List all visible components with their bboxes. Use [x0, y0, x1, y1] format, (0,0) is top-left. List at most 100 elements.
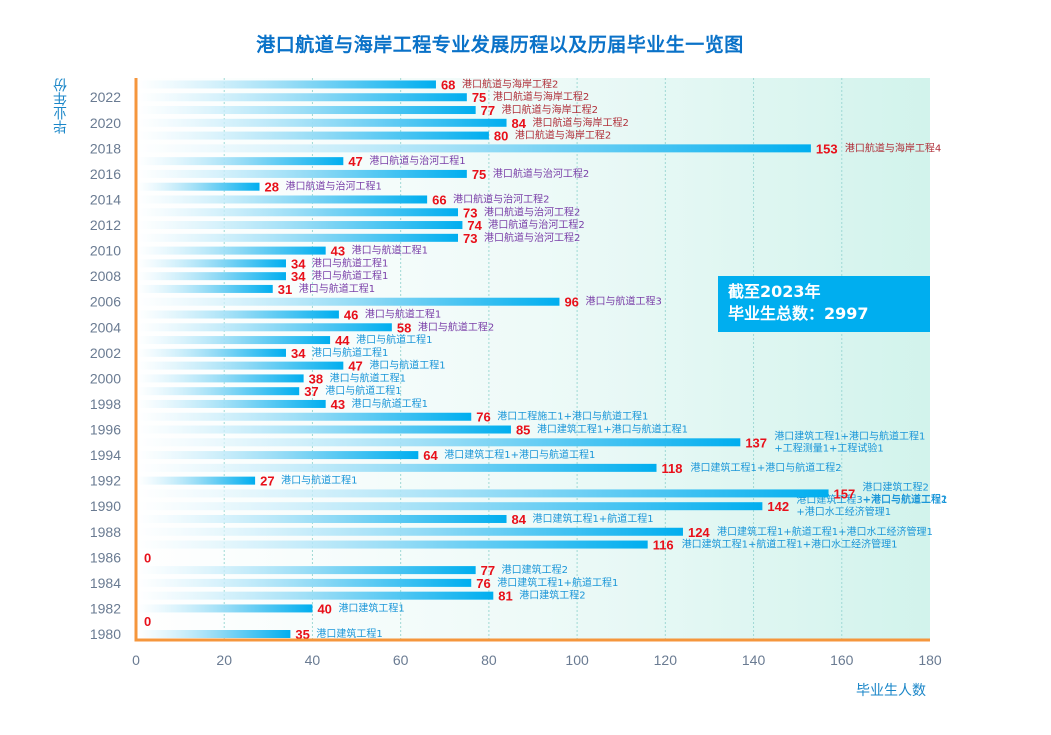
bar	[138, 502, 763, 511]
bar	[138, 348, 286, 357]
total-graduates-annotation: 截至2023年 毕业生总数：2997	[718, 276, 930, 332]
bar-group-2022: 75 港口航道与海岸工程2	[138, 90, 589, 105]
bar	[138, 527, 683, 536]
bar-group-2016: 75 港口航道与治河工程2	[138, 167, 589, 182]
bar-group-1995: 137 港口建筑工程1+港口与航道工程1+工程测量1+工程试验1	[138, 429, 925, 454]
value-label: 46	[344, 308, 358, 323]
bar-group-2018: 153 港口航道与海岸工程4	[138, 141, 941, 156]
bar-group-2002: 34 港口与航道工程1	[138, 346, 388, 361]
y-tick-label: 2010	[90, 243, 121, 259]
bar-group-1982: 40 港口建筑工程1	[138, 601, 405, 616]
value-label: 76	[476, 576, 490, 591]
category-label: 港口建筑工程1+港口与航道工程1	[537, 423, 688, 436]
annotation-line-2: 毕业生总数：2997	[728, 304, 869, 323]
bar	[138, 476, 256, 485]
bar	[138, 412, 472, 421]
y-tick-label: 1982	[90, 600, 121, 616]
bar-group-1981: 0	[144, 614, 151, 629]
bar-group-2008: 34 港口与航道工程1	[138, 269, 388, 284]
value-label: 77	[481, 103, 495, 118]
bar-group-1992: 27 港口与航道工程1	[138, 474, 357, 489]
bar-group-2023: 68 港口航道与海岸工程2	[138, 77, 558, 92]
value-label: 118	[662, 461, 683, 476]
bar	[138, 118, 507, 127]
category-label: 港口与航道工程1	[312, 256, 388, 269]
value-label: 84	[512, 116, 527, 131]
value-label: 44	[335, 333, 350, 348]
category-label: 港口建筑工程2	[502, 563, 568, 576]
bar	[138, 297, 560, 306]
value-label: 47	[348, 359, 362, 374]
bar	[138, 361, 344, 370]
category-label: 港口航道与海岸工程2	[533, 116, 629, 129]
category-label: +港口与航道工程2	[863, 492, 948, 505]
bar	[138, 259, 286, 268]
category-label: 港口建筑工程1	[316, 627, 382, 640]
y-ticks: 1980 1982 1984 1986 1988 1990 1992 1994 1996 1998…	[90, 89, 121, 642]
axis-frame	[134, 78, 930, 642]
bar	[138, 93, 467, 102]
value-label: 64	[423, 448, 438, 463]
bar	[138, 374, 304, 383]
x-tick-label: 160	[830, 652, 854, 668]
x-tick-label: 100	[565, 652, 589, 668]
bar	[138, 272, 286, 281]
bar	[138, 131, 489, 140]
bar	[138, 540, 648, 549]
category-label: 港口航道与海岸工程2	[493, 90, 589, 103]
bar-group-2006: 96 港口与航道工程3	[138, 295, 662, 310]
x-tick-label: 0	[132, 652, 140, 668]
bar	[138, 157, 344, 166]
bar-group-1997: 76 港口工程施工1+港口与航道工程1	[138, 410, 648, 425]
category-label: 港口建筑工程1+港口与航道工程1	[444, 448, 595, 461]
y-tick-label: 2000	[90, 370, 121, 386]
value-label: 75	[472, 90, 486, 105]
category-label: 港口建筑工程2	[519, 589, 585, 602]
value-label: 66	[432, 192, 446, 207]
y-tick-label: 1986	[90, 549, 121, 565]
value-label: 137	[745, 435, 767, 450]
bar	[138, 578, 472, 587]
bar-group-1985: 77 港口建筑工程2	[138, 563, 568, 578]
category-label: 港口航道与治河工程2	[453, 192, 549, 205]
bar-group-1984: 76 港口建筑工程1+航道工程1	[138, 576, 618, 591]
value-label: 84	[512, 512, 527, 527]
value-label: 76	[476, 410, 490, 425]
bar	[138, 399, 326, 408]
bars: 35 港口建筑工程1 0 40 港口建筑工程1 81 港口建筑工程2 76 港口建筑工程1+航道…	[138, 77, 947, 642]
x-tick-label: 40	[305, 652, 321, 668]
y-tick-label: 2004	[90, 319, 121, 335]
category-label: 港口与航道工程1	[281, 474, 357, 487]
value-label: 153	[816, 141, 838, 156]
category-label: 港口建筑工程1+港口与航道工程1	[774, 429, 925, 442]
bar	[138, 233, 459, 242]
bar	[138, 310, 339, 319]
bar-group-1986: 0	[144, 550, 151, 565]
y-tick-label: 2014	[90, 191, 121, 207]
value-label: 85	[516, 423, 530, 438]
bar	[138, 80, 436, 89]
x-axis-label: 毕业生人数	[856, 683, 926, 699]
y-tick-label: 1992	[90, 473, 121, 489]
bar-group-2010: 43 港口与航道工程1	[138, 244, 428, 259]
value-label: 142	[767, 499, 789, 514]
value-label: 74	[467, 218, 482, 233]
bar-group-2012: 74 港口航道与治河工程2	[138, 218, 585, 233]
category-label: +港口水工经济管理1	[796, 505, 891, 518]
y-tick-label: 2016	[90, 166, 121, 182]
bar	[138, 451, 419, 460]
x-tick-label: 20	[216, 652, 232, 668]
y-tick-label: 2008	[90, 268, 121, 284]
category-label: 港口与航道工程1	[330, 371, 406, 384]
category-label: 港口与航道工程1	[325, 384, 401, 397]
bar	[138, 463, 657, 472]
bar	[138, 514, 507, 523]
bar-group-2019: 80 港口航道与海岸工程2	[138, 129, 611, 144]
category-label: 港口工程施工1+港口与航道工程1	[497, 410, 648, 423]
bar-group-2003: 44 港口与航道工程1	[138, 333, 432, 348]
category-label: 港口建筑工程1+航道工程1+港口水工经济管理1	[682, 538, 898, 551]
category-label: 港口与航道工程1	[352, 397, 428, 410]
y-tick-label: 2006	[90, 294, 121, 310]
bar	[138, 195, 428, 204]
value-label: 40	[317, 601, 331, 616]
